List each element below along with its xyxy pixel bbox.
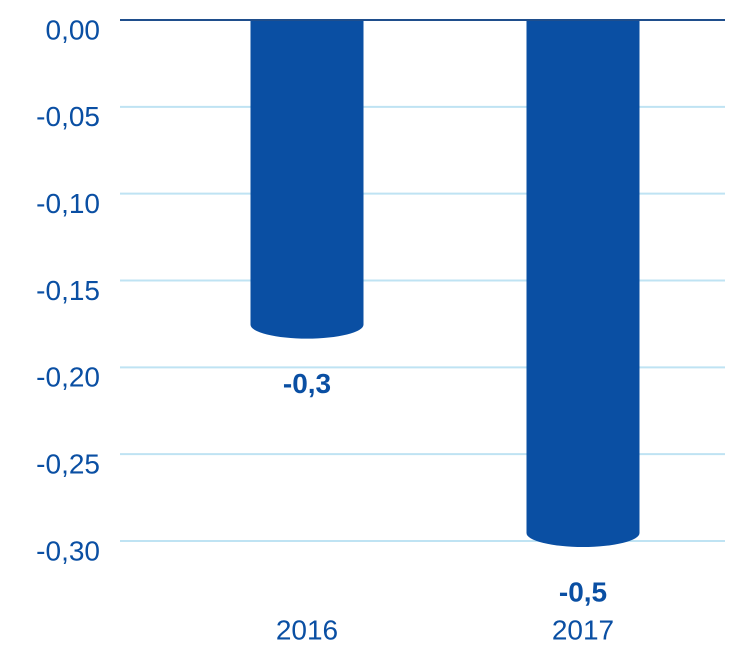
y-tick-label: -0,30	[36, 535, 100, 566]
bar	[526, 20, 640, 547]
y-tick-label: -0,15	[36, 275, 100, 306]
y-tick-label: -0,20	[36, 362, 100, 393]
y-tick-label: -0,05	[36, 101, 100, 132]
y-tick-label: -0,10	[36, 188, 100, 219]
x-tick-label: 2016	[276, 614, 338, 645]
y-tick-label: -0,25	[36, 449, 100, 480]
data-label: -0,5	[559, 576, 607, 607]
bar	[250, 20, 364, 339]
y-tick-label: 0,00	[46, 14, 101, 45]
data-label: -0,3	[283, 368, 331, 399]
x-tick-label: 2017	[552, 614, 614, 645]
